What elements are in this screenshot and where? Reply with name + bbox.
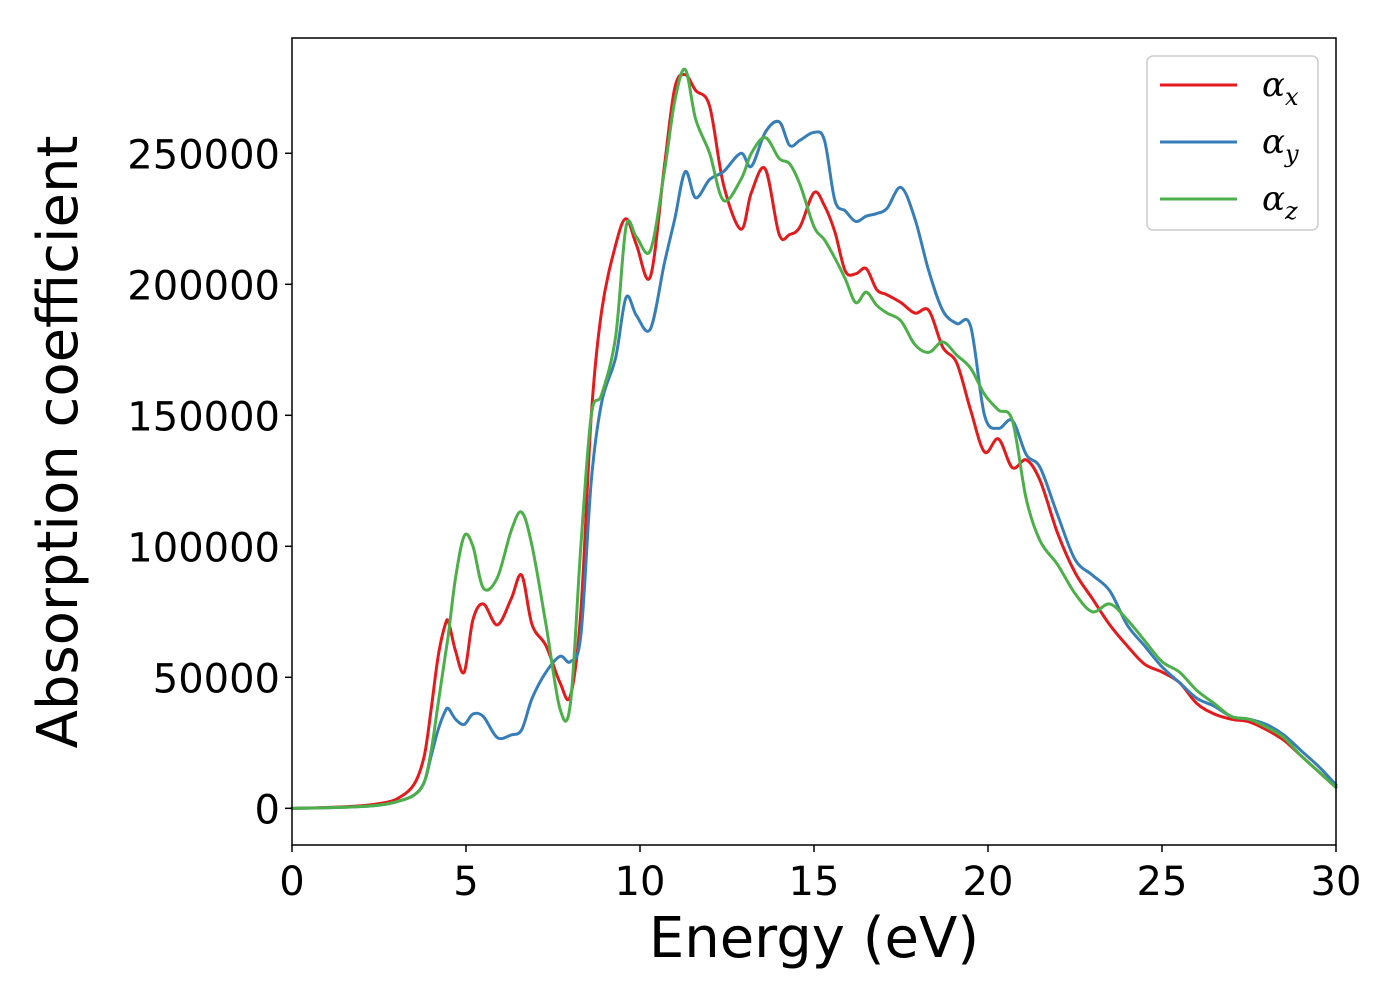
legend-label-alpha-z: αz [1262, 179, 1298, 225]
x-tick-label: 20 [963, 859, 1014, 905]
legend-label-alpha-y: αy [1262, 122, 1299, 168]
y-tick-label: 0 [255, 787, 280, 833]
y-tick-label: 250000 [127, 132, 280, 178]
x-tick-label: 5 [453, 859, 478, 905]
legend-label-alpha-x: αx [1262, 65, 1299, 111]
x-tick-label: 15 [789, 859, 840, 905]
x-tick-label: 30 [1311, 859, 1362, 905]
y-tick-label: 200000 [127, 263, 280, 309]
series-line-alpha-z [290, 67, 1338, 810]
x-tick-label: 25 [1137, 859, 1188, 905]
y-tick-label: 50000 [153, 656, 280, 702]
y-axis-title: Absorption coefficient [26, 136, 91, 749]
y-tick-label: 100000 [127, 525, 280, 571]
y-tick-label: 150000 [127, 394, 280, 440]
legend-items: αx αy αz [1160, 65, 1299, 225]
series-line-alpha-x [290, 72, 1338, 810]
legend: αx αy αz [1146, 55, 1319, 231]
series-layer [290, 67, 1338, 810]
x-tick-label: 0 [279, 859, 304, 905]
x-axis-ticks: 0 5 10 15 20 25 30 [279, 845, 1361, 905]
x-axis-title: Energy (eV) [649, 906, 979, 971]
x-tick-label: 10 [615, 859, 666, 905]
series-line-alpha-y [290, 119, 1338, 810]
y-axis-ticks: 0 50000 100000 150000 200000 250000 [127, 132, 292, 833]
